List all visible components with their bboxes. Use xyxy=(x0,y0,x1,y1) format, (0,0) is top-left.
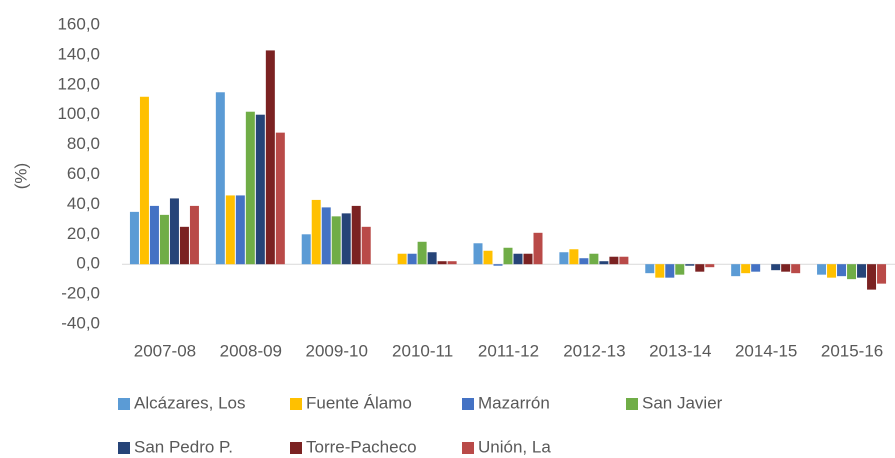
bar xyxy=(503,247,513,265)
bar xyxy=(877,264,887,284)
legend-label: San Pedro P. xyxy=(134,437,233,456)
bar xyxy=(609,256,619,265)
bar xyxy=(447,261,457,265)
y-tick-label: 80,0 xyxy=(67,134,100,153)
bar xyxy=(523,253,533,265)
bar xyxy=(665,264,675,278)
bar xyxy=(169,198,179,265)
y-tick-label: -40,0 xyxy=(61,313,100,332)
x-tick-label: 2014-15 xyxy=(735,341,797,360)
y-tick-label: 60,0 xyxy=(67,164,100,183)
bar xyxy=(675,264,685,275)
y-tick-label: 20,0 xyxy=(67,224,100,243)
y-tick-label: -20,0 xyxy=(61,284,100,303)
legend-swatch xyxy=(462,398,474,410)
bar xyxy=(361,226,371,265)
bar xyxy=(331,216,341,265)
bar xyxy=(245,111,255,265)
bar xyxy=(311,199,321,265)
bar xyxy=(619,256,629,265)
legend-swatch xyxy=(290,398,302,410)
bar xyxy=(275,132,285,265)
bar xyxy=(741,264,751,274)
x-tick-label: 2008-09 xyxy=(220,341,282,360)
bar xyxy=(827,264,837,278)
bar xyxy=(255,114,265,265)
bar xyxy=(351,205,361,265)
bar xyxy=(179,226,189,265)
bar xyxy=(513,253,523,265)
x-tick-label: 2012-13 xyxy=(563,341,625,360)
bar xyxy=(781,264,791,272)
legend-label: Fuente Álamo xyxy=(306,393,412,412)
legend-label: Alcázares, Los xyxy=(134,393,246,412)
bar xyxy=(569,249,579,265)
legend-swatch xyxy=(462,442,474,454)
bar xyxy=(235,195,245,265)
bar xyxy=(139,96,149,265)
bar xyxy=(159,214,169,265)
bar xyxy=(559,252,569,265)
y-tick-label: 120,0 xyxy=(57,74,100,93)
bar xyxy=(589,253,599,265)
bar xyxy=(599,261,609,265)
bar xyxy=(437,261,447,265)
legend-label: San Javier xyxy=(642,393,723,412)
y-tick-label: 140,0 xyxy=(57,44,100,63)
bar xyxy=(791,264,801,274)
bar xyxy=(533,232,543,265)
y-tick-label: 40,0 xyxy=(67,194,100,213)
legend-swatch xyxy=(118,398,130,410)
bar xyxy=(225,195,235,265)
bar xyxy=(215,92,225,265)
bar xyxy=(265,50,275,265)
bar xyxy=(685,264,695,266)
bar xyxy=(579,258,589,265)
x-tick-label: 2010-11 xyxy=(392,341,453,360)
y-tick-label: 0,0 xyxy=(76,254,100,273)
bar xyxy=(341,213,351,265)
bar xyxy=(867,264,877,290)
y-axis-label: (%) xyxy=(11,163,30,189)
x-tick-label: 2009-10 xyxy=(306,341,368,360)
legend-label: Torre-Pacheco xyxy=(306,437,417,456)
bar xyxy=(149,205,159,265)
bar xyxy=(427,252,437,265)
legend-swatch xyxy=(626,398,638,410)
bar xyxy=(817,264,827,275)
bar xyxy=(473,243,483,265)
bar xyxy=(695,264,705,272)
bar xyxy=(731,264,741,277)
y-tick-label: 100,0 xyxy=(57,104,100,123)
x-tick-label: 2013-14 xyxy=(649,341,711,360)
bar xyxy=(705,264,715,268)
x-tick-label: 2011-12 xyxy=(478,341,539,360)
legend-label: Unión, La xyxy=(478,437,551,456)
bar xyxy=(493,264,503,266)
legend-swatch xyxy=(118,442,130,454)
bar xyxy=(321,207,331,265)
bar xyxy=(407,253,417,265)
bar xyxy=(751,264,761,272)
bar xyxy=(857,264,867,278)
bar xyxy=(417,241,427,265)
bar xyxy=(771,264,781,271)
bar xyxy=(189,205,199,265)
bar xyxy=(397,253,407,265)
bar xyxy=(129,211,139,265)
x-tick-label: 2007-08 xyxy=(134,341,196,360)
bar xyxy=(645,264,655,274)
legend-swatch xyxy=(290,442,302,454)
bar xyxy=(301,234,311,265)
bar xyxy=(655,264,665,278)
bar xyxy=(837,264,847,277)
bar xyxy=(483,250,493,265)
y-tick-label: 160,0 xyxy=(57,14,100,33)
bar xyxy=(847,264,857,280)
legend-label: Mazarrón xyxy=(478,393,550,412)
x-tick-label: 2015-16 xyxy=(821,341,883,360)
